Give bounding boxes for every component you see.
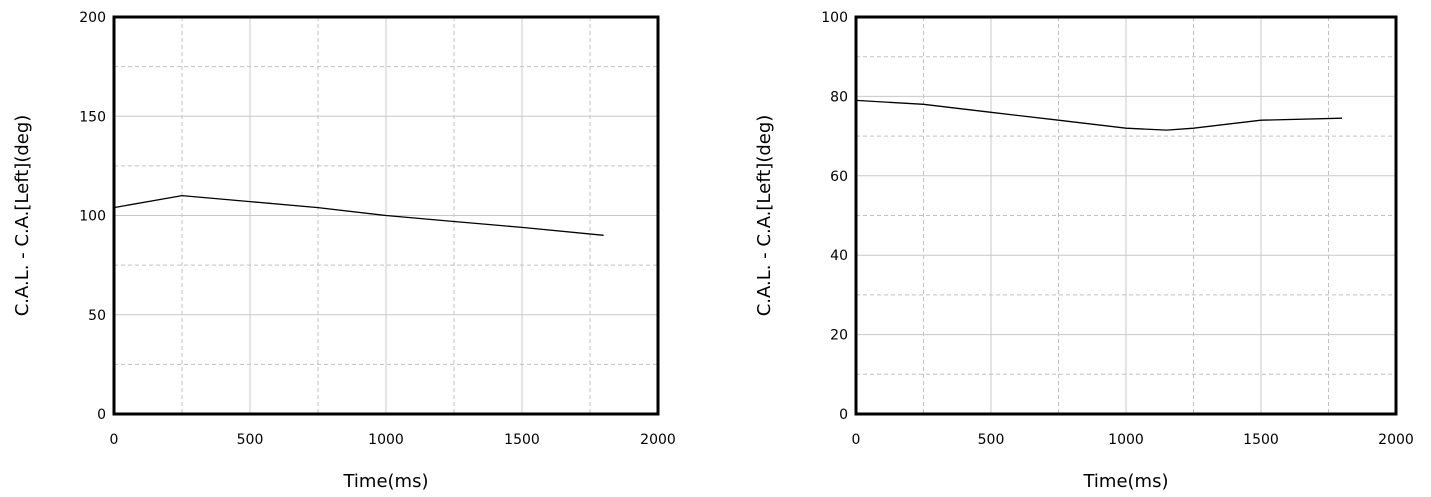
y-axis-label: C.A.L. - C.A.[Left](deg) [12,115,33,317]
x-tick-label: 1000 [368,432,404,448]
y-tick-label: 60 [830,169,848,185]
x-axis-label: Time(ms) [342,471,428,492]
y-tick-label: 0 [839,407,848,423]
y-tick-label: 0 [97,407,106,423]
y-tick-label: 40 [830,248,848,264]
x-tick-label: 1000 [1108,432,1144,448]
y-tick-label: 150 [79,109,106,125]
y-tick-label: 200 [79,10,106,26]
y-tick-label: 80 [830,89,848,105]
y-tick-label: 50 [88,308,106,324]
plot-frame [112,15,660,416]
series-line-1 [113,194,604,236]
x-axis-label: Time(ms) [1082,471,1168,492]
y-tick-label: 100 [79,209,106,225]
chart-1: 0 500 1000 1500 2000 0 50 100 150 200 Time(ms) C.A.… [12,10,676,492]
y-tick-label: 100 [821,10,848,26]
x-tick-label: 1500 [1243,432,1279,448]
x-tick-label: 0 [852,432,861,448]
plot-frame [854,15,1398,416]
x-tick-label: 0 [110,432,119,448]
chart-2: 0 500 1000 1500 2000 0 20 40 60 80 100 Time(ms) C.A.… [754,10,1414,492]
x-tick-label: 2000 [1378,432,1414,448]
x-tick-label: 500 [978,432,1005,448]
y-tick-label: 20 [830,328,848,344]
x-tick-label: 1500 [504,432,540,448]
x-tick-label: 2000 [640,432,676,448]
x-tick-label: 500 [237,432,264,448]
y-axis-label: C.A.L. - C.A.[Left](deg) [754,115,775,317]
